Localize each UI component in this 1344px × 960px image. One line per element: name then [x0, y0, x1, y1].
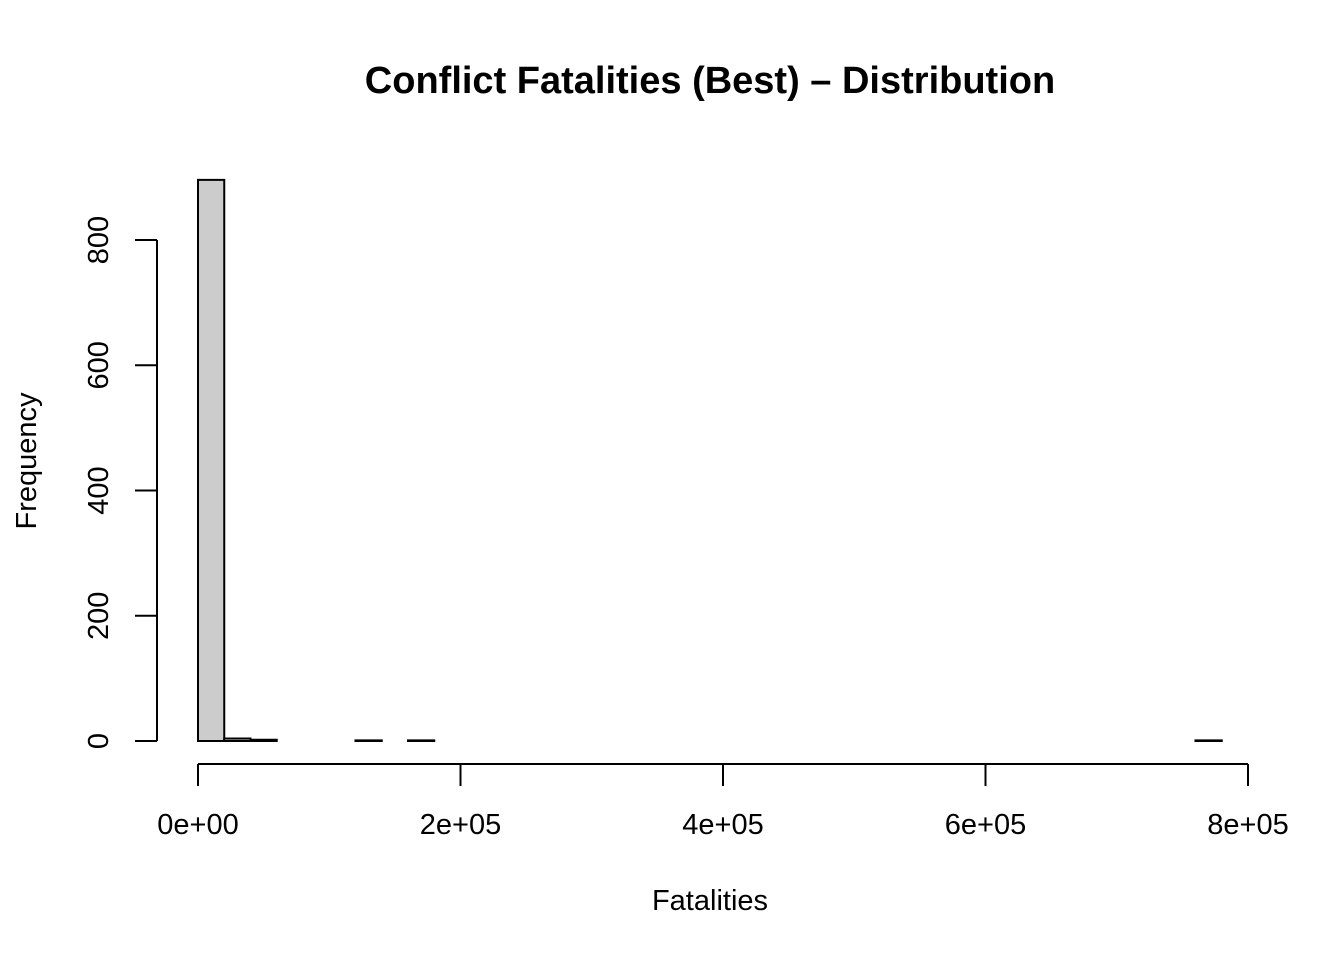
- histogram-bars: [197, 178, 1223, 742]
- x-tick-label: 4e+05: [682, 809, 763, 841]
- x-tick-label: 6e+05: [945, 809, 1026, 841]
- histogram-bar: [407, 739, 436, 742]
- x-tick-label: 2e+05: [420, 809, 501, 841]
- histogram-bar: [1194, 739, 1223, 742]
- x-tick-label: 8e+05: [1207, 809, 1288, 841]
- x-axis: 0e+00 2e+05 4e+05 6e+05 8e+05: [157, 763, 1289, 841]
- y-tick-label: 0: [83, 733, 115, 749]
- histogram-bar: [223, 737, 252, 742]
- y-tick-label: 600: [83, 341, 115, 389]
- histogram-bar: [249, 738, 278, 742]
- y-axis: 0 200 400 600 800: [83, 216, 158, 749]
- y-tick-label: 200: [83, 592, 115, 640]
- x-tick-label: 0e+00: [157, 809, 238, 841]
- chart-title: Conflict Fatalities (Best) – Distributio…: [365, 60, 1055, 102]
- histogram-bar: [197, 178, 226, 742]
- y-tick-label: 400: [83, 466, 115, 514]
- histogram-bar: [354, 739, 383, 742]
- x-axis-label: Fatalities: [652, 885, 768, 917]
- y-tick-label: 800: [83, 216, 115, 264]
- y-axis-label: Frequency: [11, 392, 43, 530]
